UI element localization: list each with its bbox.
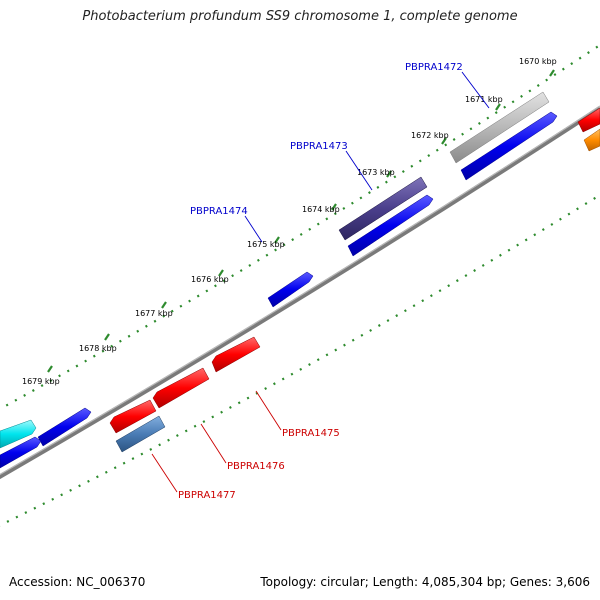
gene-forward-1671[interactable] xyxy=(460,111,558,181)
tick-label-1676: 1676 kbp xyxy=(191,275,229,284)
tick-label-1678: 1678 kbp xyxy=(79,344,117,353)
leader-PBPRA1476 xyxy=(200,423,227,464)
gene-cyan[interactable] xyxy=(0,419,37,449)
major-ticks xyxy=(47,69,555,373)
leader-PBPRA1472 xyxy=(461,71,490,109)
gene-PBPRA1473[interactable] xyxy=(338,176,428,241)
tick-label-1675: 1675 kbp xyxy=(247,240,285,249)
label-PBPRA1475[interactable]: PBPRA1475 xyxy=(282,428,340,439)
gene-forward-left[interactable] xyxy=(0,436,42,469)
leader-PBPRA1475 xyxy=(255,390,282,431)
gene-PBPRA1474[interactable] xyxy=(267,271,314,308)
label-PBPRA1476[interactable]: PBPRA1476 xyxy=(227,461,285,472)
leader-PBPRA1474 xyxy=(244,215,263,243)
major-tick xyxy=(104,333,110,341)
major-tick xyxy=(549,69,555,77)
tick-label-1677: 1677 kbp xyxy=(135,309,173,318)
tick-label-1679: 1679 kbp xyxy=(22,377,60,386)
gene-forward-1673[interactable] xyxy=(347,194,434,257)
tick-label-1673: 1673 kbp xyxy=(357,168,395,177)
gene-orange[interactable] xyxy=(583,128,600,152)
major-tick xyxy=(274,236,280,244)
tick-label-1672: 1672 kbp xyxy=(411,131,449,140)
topology-text: Topology: circular; Length: 4,085,304 bp… xyxy=(260,575,590,589)
label-PBPRA1473[interactable]: PBPRA1473 xyxy=(290,141,348,152)
tick-label-1671: 1671 kbp xyxy=(465,95,503,104)
chromosome-backbone xyxy=(0,106,600,480)
tick-label-1670: 1670 kbp xyxy=(519,57,557,66)
accession-text: Accession: NC_006370 xyxy=(9,575,146,589)
leader-PBPRA1477 xyxy=(151,453,178,493)
major-tick xyxy=(161,301,167,309)
major-tick xyxy=(47,365,53,373)
gene-red-edge[interactable] xyxy=(577,107,600,133)
major-tick xyxy=(218,269,224,277)
chromosome-backbone-highlight xyxy=(0,105,600,476)
outer-tick-track xyxy=(0,44,600,411)
major-tick xyxy=(386,170,392,178)
label-PBPRA1477[interactable]: PBPRA1477 xyxy=(178,490,236,501)
map-title: Photobacterium profundum SS9 chromosome … xyxy=(82,9,518,24)
major-tick xyxy=(441,137,447,145)
inner-tick-track xyxy=(0,194,600,527)
gene-PBPRA1472[interactable] xyxy=(449,91,550,164)
gene-PBPRA1477[interactable] xyxy=(115,415,166,453)
gene-PBPRA1475[interactable] xyxy=(211,336,261,373)
label-leaders xyxy=(151,71,490,493)
gene-PBPRA1476[interactable] xyxy=(152,367,210,409)
major-tick xyxy=(331,203,337,211)
label-PBPRA1474[interactable]: PBPRA1474 xyxy=(190,206,248,217)
gene-reverse-small[interactable] xyxy=(109,399,157,434)
gene-forward-1679[interactable] xyxy=(37,407,92,447)
leader-PBPRA1473 xyxy=(345,150,373,191)
major-tick xyxy=(495,103,501,111)
tick-label-1674: 1674 kbp xyxy=(302,205,340,214)
label-PBPRA1472[interactable]: PBPRA1472 xyxy=(405,62,463,73)
